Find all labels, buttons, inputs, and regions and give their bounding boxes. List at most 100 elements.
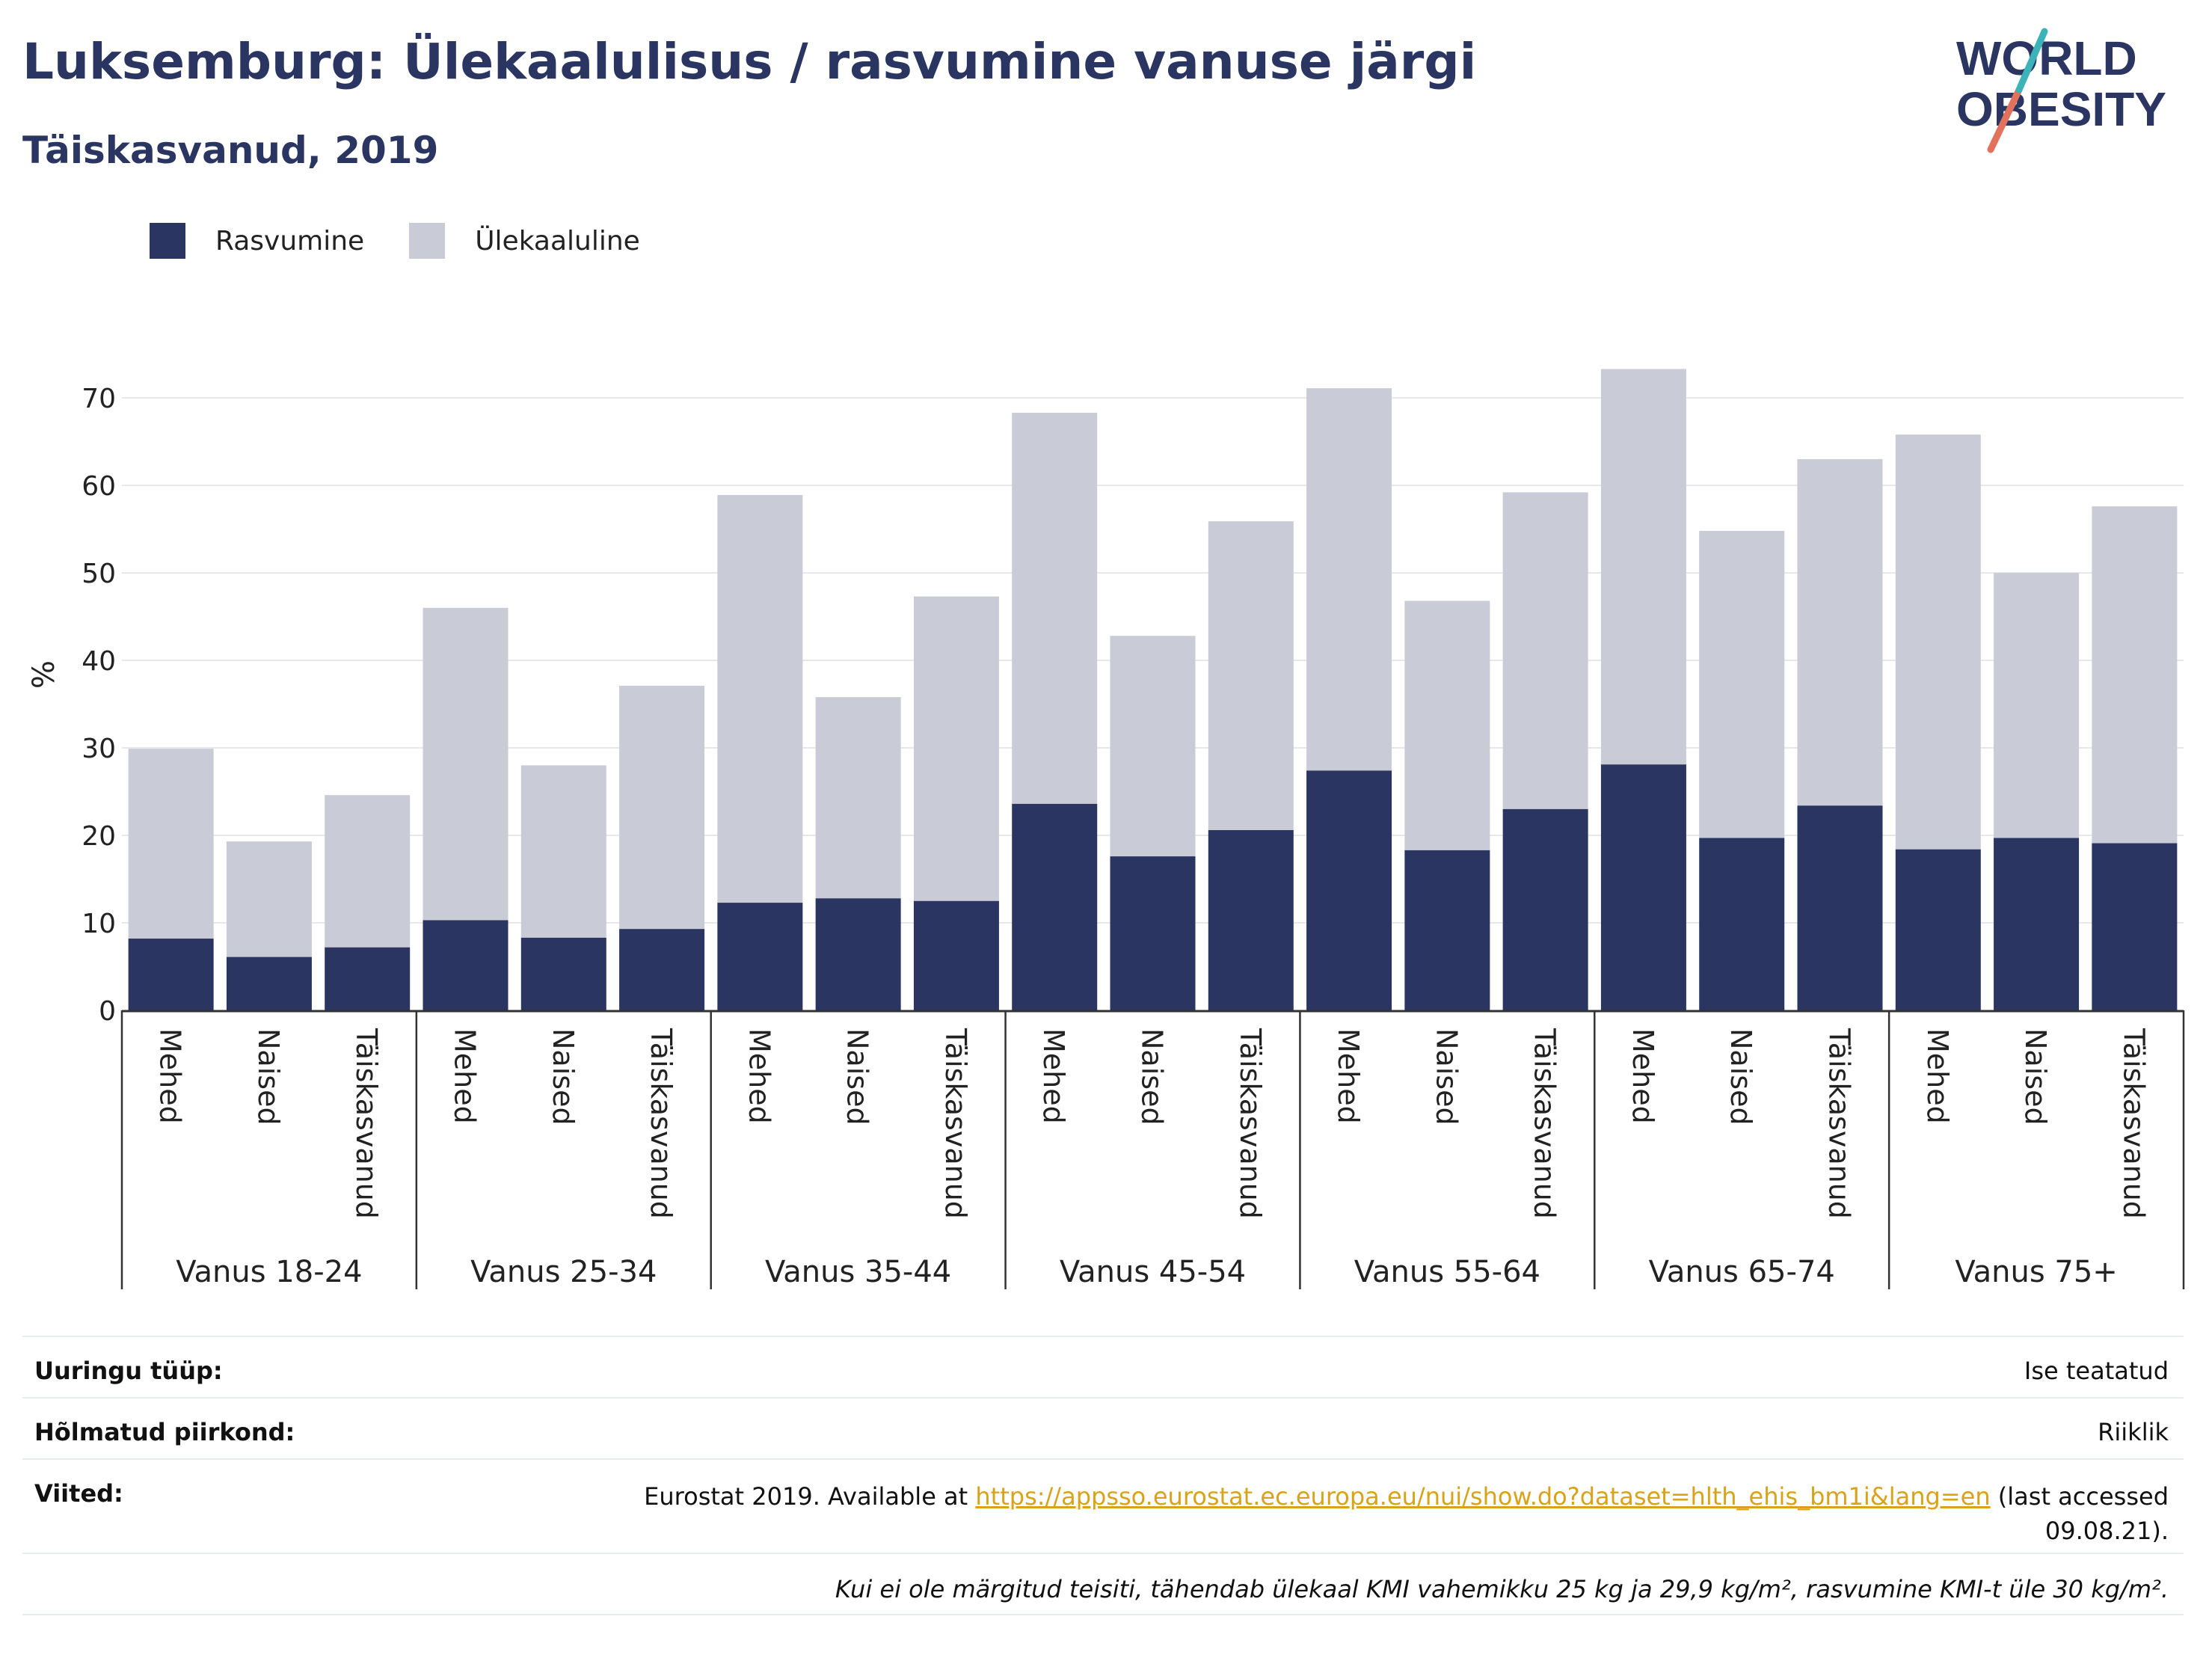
bar-overweight bbox=[2092, 506, 2178, 844]
chart-title: Luksemburg: Ülekaalulisus / rasvumine va… bbox=[22, 33, 1477, 90]
survey-type-label: Uuringu tüüp: bbox=[34, 1357, 223, 1385]
bar-overweight bbox=[717, 494, 803, 903]
bar-overweight bbox=[913, 596, 999, 901]
bar-overweight bbox=[423, 607, 509, 921]
bar-obesity bbox=[226, 957, 312, 1010]
y-tick-label: 30 bbox=[82, 734, 116, 764]
bar-overweight bbox=[1110, 636, 1196, 857]
definition-note: Kui ei ole märgitud teisiti, tähendab ül… bbox=[835, 1575, 2169, 1603]
info-divider bbox=[22, 1336, 2184, 1337]
bar-obesity bbox=[1502, 808, 1588, 1010]
bar-obesity bbox=[913, 900, 999, 1010]
x-tick-label: Naised bbox=[547, 1028, 580, 1126]
legend-swatch-overweight bbox=[409, 223, 446, 259]
logo-line1: WORLD bbox=[1956, 31, 2137, 85]
chart-legend: Rasvumine Ülekaaluline bbox=[150, 223, 685, 259]
refs-value: Eurostat 2019. Available at https://apps… bbox=[644, 1479, 2169, 1548]
group-label: Vanus 45-54 bbox=[1060, 1255, 1246, 1289]
bar-obesity bbox=[1797, 805, 1883, 1010]
bar-overweight bbox=[226, 841, 312, 957]
bar-overweight bbox=[1404, 601, 1490, 850]
x-tick-label: Täiskasvanud bbox=[939, 1028, 972, 1219]
bar-overweight bbox=[1012, 412, 1098, 804]
x-tick-label: Mehed bbox=[1921, 1028, 1954, 1124]
x-tick-label: Täiskasvanud bbox=[350, 1028, 383, 1219]
bar-overweight bbox=[1502, 492, 1588, 809]
legend-label-overweight: Ülekaaluline bbox=[475, 225, 640, 257]
bar-obesity bbox=[717, 903, 803, 1010]
bar-obesity bbox=[520, 937, 606, 1010]
bar-overweight bbox=[1600, 369, 1686, 765]
refs-link[interactable]: https://appsso.eurostat.ec.europa.eu/nui… bbox=[975, 1482, 1991, 1511]
bar-obesity bbox=[423, 920, 509, 1010]
bar-overweight bbox=[1208, 521, 1294, 830]
y-axis-label: % bbox=[27, 660, 61, 689]
bar-overweight bbox=[325, 795, 411, 948]
y-tick-label: 40 bbox=[82, 646, 116, 677]
survey-type-value: Ise teatatud bbox=[2024, 1357, 2169, 1385]
bar-obesity bbox=[1208, 829, 1294, 1010]
info-divider bbox=[22, 1397, 2184, 1398]
group-label: Vanus 18-24 bbox=[176, 1255, 362, 1289]
bar-overweight bbox=[1994, 573, 2080, 838]
info-divider bbox=[22, 1458, 2184, 1460]
x-tick-label: Täiskasvanud bbox=[645, 1028, 678, 1219]
bar-overweight bbox=[1797, 458, 1883, 806]
refs-label: Viited: bbox=[34, 1479, 123, 1508]
bar-obesity bbox=[1699, 838, 1785, 1010]
x-tick-label: Täiskasvanud bbox=[2117, 1028, 2150, 1219]
bar-obesity bbox=[1306, 770, 1392, 1010]
refs-suffix: (last accessed bbox=[1990, 1482, 2169, 1511]
info-divider bbox=[22, 1614, 2184, 1615]
group-label: Vanus 65-74 bbox=[1649, 1255, 1835, 1289]
y-tick-label: 70 bbox=[82, 384, 116, 414]
x-tick-label: Mehed bbox=[154, 1028, 187, 1124]
bar-chart: 0 10 20 30 40 50 60 70% Mehed Naised Täiskasvanud M… bbox=[27, 369, 2185, 1289]
bar-overweight bbox=[1699, 530, 1785, 838]
x-tick-label: Naised bbox=[1136, 1028, 1169, 1126]
region-value: Riiklik bbox=[2098, 1418, 2169, 1446]
y-tick-label: 20 bbox=[82, 821, 116, 852]
y-tick-label: 0 bbox=[99, 996, 116, 1027]
bar-overweight bbox=[619, 685, 705, 930]
x-tick-label: Naised bbox=[2019, 1028, 2052, 1126]
bar-overweight bbox=[520, 765, 606, 938]
x-tick-label: Täiskasvanud bbox=[1823, 1028, 1856, 1219]
x-tick-label: Täiskasvanud bbox=[1529, 1028, 1561, 1219]
bar-obesity bbox=[1404, 850, 1490, 1010]
y-tick-label: 10 bbox=[82, 909, 116, 939]
info-divider bbox=[22, 1553, 2184, 1554]
x-tick-label: Mehed bbox=[743, 1028, 775, 1124]
y-tick-label: 60 bbox=[82, 471, 116, 502]
chart-subtitle: Täiskasvanud, 2019 bbox=[22, 129, 439, 172]
refs-date: 09.08.21). bbox=[2044, 1517, 2169, 1545]
group-label: Vanus 25-34 bbox=[470, 1255, 657, 1289]
x-tick-label: Mehed bbox=[1037, 1028, 1070, 1124]
bar-obesity bbox=[815, 898, 901, 1010]
group-label: Vanus 75+ bbox=[1955, 1255, 2117, 1289]
bar-overweight bbox=[1895, 435, 1981, 850]
bar-obesity bbox=[619, 929, 705, 1010]
bar-obesity bbox=[128, 939, 214, 1010]
bar-obesity bbox=[1110, 856, 1196, 1010]
bar-obesity bbox=[325, 947, 411, 1010]
x-tick-label: Mehed bbox=[1332, 1028, 1365, 1124]
world-obesity-logo: WORLD OBESITY bbox=[1956, 28, 2166, 153]
x-tick-label: Naised bbox=[841, 1028, 874, 1126]
bar-overweight bbox=[1306, 388, 1392, 771]
legend-swatch-obesity bbox=[150, 223, 185, 259]
bar-obesity bbox=[1895, 849, 1981, 1010]
bar-overweight bbox=[128, 749, 214, 939]
x-tick-label: Mehed bbox=[449, 1028, 482, 1124]
logo-line2: OBESITY bbox=[1956, 82, 2166, 136]
refs-prefix: Eurostat 2019. Available at bbox=[644, 1482, 976, 1511]
bar-overweight bbox=[815, 697, 901, 899]
x-tick-label: Naised bbox=[1724, 1028, 1757, 1126]
x-tick-label: Mehed bbox=[1626, 1028, 1659, 1124]
y-tick-label: 50 bbox=[82, 559, 116, 589]
x-tick-label: Naised bbox=[252, 1028, 285, 1126]
group-label: Vanus 35-44 bbox=[765, 1255, 951, 1289]
region-label: Hõlmatud piirkond: bbox=[34, 1418, 295, 1446]
legend-label-obesity: Rasvumine bbox=[215, 225, 365, 257]
x-tick-label: Täiskasvanud bbox=[1234, 1028, 1267, 1219]
